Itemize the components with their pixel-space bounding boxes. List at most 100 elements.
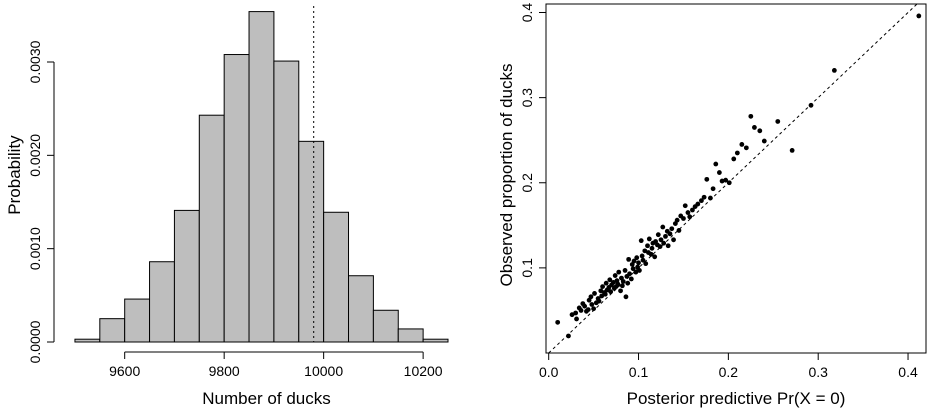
histogram-axes: 9600 9800 10000 10200 0.0000 0.0010 0.0020 0.00… <box>27 40 443 379</box>
scatter-point <box>637 268 642 273</box>
scatter-point <box>596 298 602 304</box>
scatter-y-tick-label: 0.1 <box>519 258 535 278</box>
histogram-bar-5 <box>173 209 200 343</box>
scatter-reference-line <box>548 4 918 353</box>
scatter-point <box>602 291 608 297</box>
scatter-point <box>582 303 588 309</box>
histogram-y-tick-label: 0.0000 <box>27 320 43 363</box>
scatter-point <box>808 102 814 108</box>
scatter-point <box>719 178 725 184</box>
scatter-point <box>618 288 623 294</box>
scatter-point <box>665 243 671 249</box>
histogram-bar-4 <box>149 261 175 343</box>
scatter-point <box>916 13 922 19</box>
scatter-point <box>652 254 658 260</box>
scatter-point <box>663 233 668 239</box>
scatter-point <box>789 148 795 153</box>
scatter-point <box>731 156 737 162</box>
scatter-point <box>655 232 661 238</box>
scatter-point <box>585 307 591 312</box>
scatter-point <box>600 284 605 290</box>
scatter-point <box>625 280 631 286</box>
scatter-x-tick-label: 0.2 <box>719 364 739 380</box>
histogram-bar-12 <box>348 275 374 343</box>
scatter-point <box>630 266 636 272</box>
scatter-point <box>569 312 575 318</box>
scatter-point <box>761 138 767 144</box>
histogram-bars <box>74 11 449 343</box>
scatter-point <box>599 293 605 299</box>
scatter-point <box>628 276 634 282</box>
histogram-bar-15 <box>422 338 449 343</box>
scatter-axes: 0.0 0.1 0.2 0.3 0.4 0.1 0.2 0.3 0.4 <box>519 3 918 380</box>
scatter-point <box>638 238 644 244</box>
scatter-y-axis-title: Observed proportion of ducks <box>497 63 516 286</box>
scatter-point <box>645 243 650 249</box>
scatter-point <box>607 277 613 283</box>
scatter-point <box>612 273 618 278</box>
histogram-bar-2 <box>99 318 126 343</box>
scatter-point <box>642 248 648 254</box>
scatter-point <box>710 186 716 192</box>
scatter-point <box>704 176 710 182</box>
scatter-point <box>734 150 740 156</box>
scatter-point <box>592 291 597 296</box>
scatter-x-axis-title: Posterior predictive Pr(X = 0) <box>627 389 846 408</box>
scatter-point <box>639 253 645 259</box>
scatter-point <box>640 257 646 263</box>
scatter-point <box>588 294 594 300</box>
scatter-point <box>685 210 691 215</box>
scatter-x-tick-label: 0.0 <box>539 364 559 380</box>
scatter-point <box>648 251 654 257</box>
histogram-x-axis-title: Number of ducks <box>202 389 331 408</box>
scatter-point <box>739 142 745 147</box>
scatter-point <box>690 207 695 213</box>
scatter-panel: 0.0 0.1 0.2 0.3 0.4 0.1 0.2 0.3 0.4 Posterior pr… <box>497 3 927 408</box>
scatter-point <box>669 226 675 232</box>
histogram-bar-9 <box>273 60 300 343</box>
scatter-plot-box <box>545 3 927 354</box>
scatter-point <box>726 180 732 186</box>
histogram-y-tick-label: 0.0010 <box>27 227 43 270</box>
scatter-point <box>831 67 837 73</box>
scatter-point <box>631 258 637 264</box>
scatter-point <box>620 279 626 284</box>
histogram-bar-3 <box>124 298 151 343</box>
scatter-x-tick-label: 0.4 <box>898 364 918 380</box>
scatter-point <box>775 119 781 124</box>
histogram-x-tick-label: 9600 <box>109 363 140 379</box>
scatter-point <box>623 294 629 300</box>
histogram-x-tick-label: 9800 <box>209 363 240 379</box>
scatter-point <box>671 237 676 243</box>
scatter-point <box>699 198 704 204</box>
scatter-x-tick-label: 0.1 <box>629 364 649 380</box>
scatter-point <box>573 310 579 316</box>
scatter-point <box>634 255 640 261</box>
scatter-point <box>619 283 625 289</box>
scatter-point <box>681 216 686 221</box>
scatter-point <box>578 308 584 313</box>
scatter-y-tick-label: 0.4 <box>519 3 535 23</box>
scatter-y-tick-label: 0.3 <box>519 88 535 108</box>
scatter-point <box>682 203 688 209</box>
scatter-point <box>649 245 655 251</box>
scatter-point <box>555 319 561 325</box>
scatter-point <box>661 240 667 246</box>
scatter-x-tick-label: 0.3 <box>808 364 828 380</box>
scatter-point <box>566 333 571 339</box>
scatter-point <box>589 302 595 307</box>
scatter-point <box>622 268 628 273</box>
scatter-point <box>748 113 754 119</box>
histogram-y-axis-title: Probability <box>5 135 24 215</box>
scatter-point <box>660 224 666 230</box>
histogram-y-tick-label: 0.0030 <box>27 40 43 83</box>
histogram-bar-10 <box>298 140 325 343</box>
scatter-point <box>615 281 621 287</box>
scatter-y-tick-label: 0.2 <box>519 173 535 193</box>
scatter-point <box>591 306 597 312</box>
scatter-point <box>610 279 616 285</box>
scatter-point <box>674 217 680 223</box>
scatter-point <box>646 236 652 242</box>
histogram-bar-6 <box>198 114 225 343</box>
